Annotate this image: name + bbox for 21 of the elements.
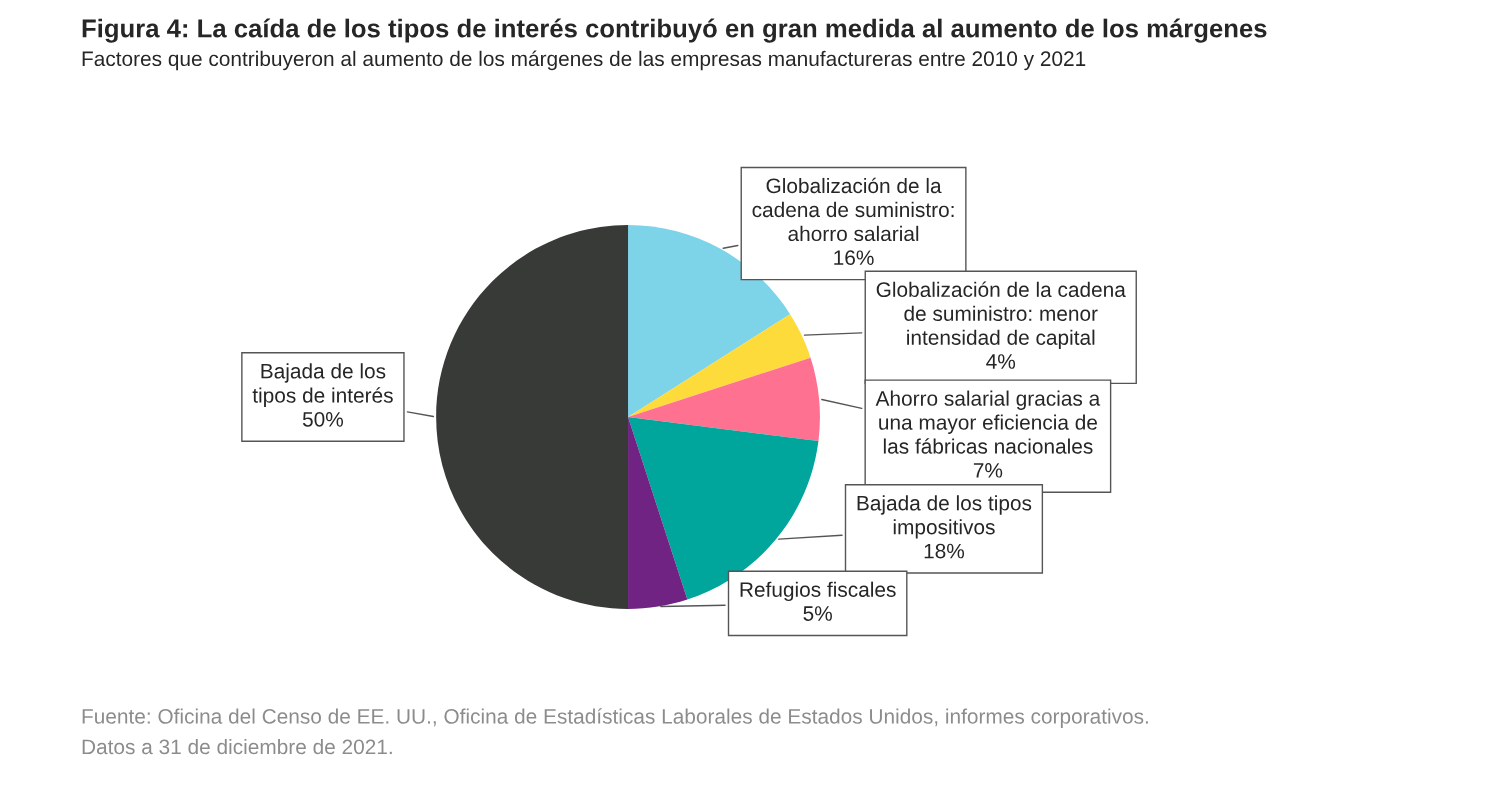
pie-slice: [628, 357, 820, 442]
slice-label: Refugios fiscales: [740, 581, 896, 602]
slice-label: Bajada de los tipos de interés: [252, 363, 393, 407]
data-label: 16%: [834, 250, 874, 266]
data-label: 50%: [302, 411, 344, 427]
data-label: 5%: [803, 606, 832, 621]
data-label: 18%: [924, 543, 965, 559]
slice-label: Ahorro salarial gracias a una mayor eficiencia de las fábricas nacionales: [875, 390, 1101, 454]
chart-title: Figura 4: La caída de los tipos de interés contribuyó en gran medida al aumento de los márgenes: [82, 18, 1267, 43]
text: Datos a 31 de diciembre de 2021.: [82, 738, 392, 755]
slice-label: Bajada de los tipos impositivos: [857, 495, 1032, 539]
chart-subtitle: Factores que contribuyeron al aumento de los márgenes de las empresas manufactureras entre 2010 y 2021: [82, 50, 1086, 71]
slice-label: Globalización de la cadena de suministro: ahorro salarial: [752, 177, 954, 242]
source-note: Fuente: Oficina del Censo de EE. UU., Oficina de Estadísticas Laborales de Estados Unidos, informes corporativos.: [82, 708, 1148, 728]
slice-label: Globalización de la cadena de suministro: menor intensidad de capital: [876, 281, 1126, 350]
pie-slice: [628, 416, 688, 609]
pie-slice: [628, 416, 819, 600]
pie-slice: [436, 225, 629, 609]
data-label: 7%: [973, 463, 1003, 478]
pie-slice: [628, 314, 811, 417]
data-label: 4%: [986, 354, 1016, 369]
